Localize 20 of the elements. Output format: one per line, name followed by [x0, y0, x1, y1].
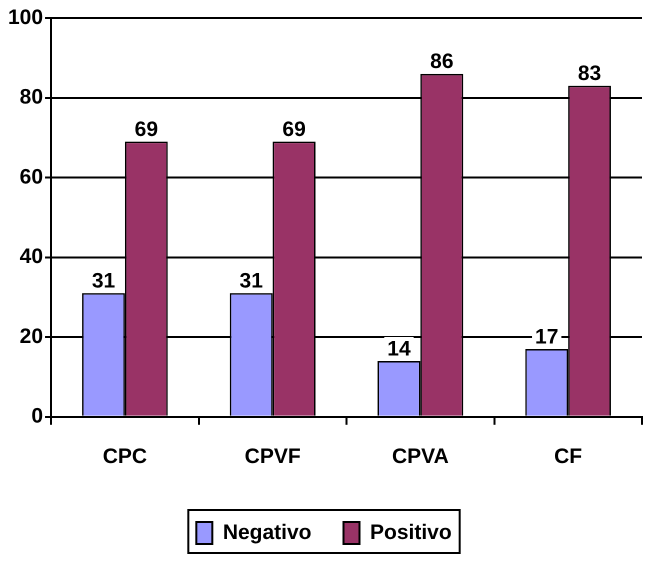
data-label: 86 [430, 50, 454, 74]
data-label: 17 [535, 325, 558, 348]
x-tick-label: CPVA [392, 445, 449, 468]
y-tick-label: 80 [20, 86, 44, 109]
y-tick-label: 20 [20, 324, 44, 348]
x-tick-label: CPVF [244, 445, 301, 468]
data-label: 69 [282, 118, 306, 141]
y-tick-label: 100 [8, 6, 44, 29]
legend-label: Positivo [370, 520, 452, 544]
data-label: 31 [240, 269, 264, 292]
data-label: 69 [134, 118, 158, 141]
y-tick-label: 40 [20, 245, 44, 268]
legend-label: Negativo [222, 520, 312, 544]
x-tick-label: CF [554, 445, 582, 468]
data-label: 14 [387, 337, 411, 360]
data-label: 83 [578, 62, 602, 86]
y-tick-label: 60 [20, 165, 44, 188]
x-tick-label: CPC [102, 445, 148, 468]
y-tick-label: 0 [31, 404, 44, 428]
data-label: 31 [92, 269, 116, 292]
